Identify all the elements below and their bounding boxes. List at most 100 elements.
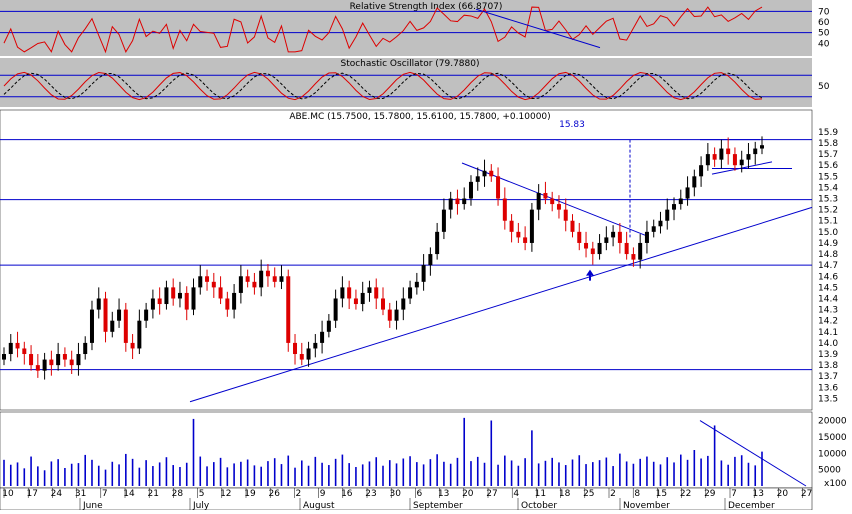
candle-body xyxy=(130,342,135,349)
x-day-label: 9 xyxy=(320,489,326,499)
x-day-label: 31 xyxy=(75,489,86,499)
candle-body xyxy=(631,254,636,260)
candle-body xyxy=(577,231,582,243)
x-day-label: 7 xyxy=(731,489,737,499)
price-layer: 15.915.815.715.615.515.4 15.315.215.115.0… xyxy=(0,128,838,404)
support-trendline xyxy=(189,206,813,403)
candle-body xyxy=(563,209,568,221)
price-tick-label: 15.6 xyxy=(818,161,838,171)
rsi-tick-label: 60 xyxy=(818,18,830,28)
x-month-label: August xyxy=(303,501,335,510)
candle-body xyxy=(218,287,223,299)
candle-body xyxy=(144,309,149,321)
candle-body xyxy=(177,292,182,299)
price-tick-label: 13.7 xyxy=(818,372,838,382)
price-tick-label: 15.9 xyxy=(818,128,838,138)
candle-body xyxy=(421,265,426,282)
price-tick-label: 14.9 xyxy=(818,239,838,249)
candle-body xyxy=(245,276,250,282)
candle-body xyxy=(225,298,230,310)
x-day-label: 16 xyxy=(341,489,353,499)
candle-body xyxy=(89,309,94,343)
candle-body xyxy=(232,292,237,310)
volume-panel xyxy=(0,411,813,489)
candle-body xyxy=(719,148,724,160)
candle-body xyxy=(414,281,419,288)
candle-body xyxy=(49,359,54,366)
candle-body xyxy=(468,181,473,199)
volume-layer: 20000 15000 10000 5000 x100 xyxy=(3,417,847,489)
x-day-label: 27 xyxy=(486,489,497,499)
x-day-label: 17 xyxy=(26,489,37,499)
candle-body xyxy=(360,292,365,305)
price-tick-label: 15.8 xyxy=(818,139,838,149)
candle-body xyxy=(184,292,189,310)
price-tick-label: 14.7 xyxy=(818,261,838,271)
candle-body xyxy=(435,231,440,255)
candle-body xyxy=(272,276,277,282)
rsi-title: Relative Strength Index (66.8707) xyxy=(350,2,503,12)
candle-body xyxy=(326,320,331,332)
x-day-label: 23 xyxy=(365,489,376,499)
x-day-label: 10 xyxy=(2,489,14,499)
candle-body xyxy=(448,198,453,210)
x-day-label: 18 xyxy=(559,489,571,499)
candle-body xyxy=(259,270,264,288)
x-day-label: 13 xyxy=(752,489,763,499)
rsi-line xyxy=(3,6,763,54)
candle-body xyxy=(732,154,737,166)
price-tick-label: 15.0 xyxy=(818,228,838,238)
candle-body xyxy=(536,192,541,210)
x-day-label: 2 xyxy=(296,489,302,499)
price-tick-label: 14.6 xyxy=(818,272,838,282)
price-tick-label: 14.2 xyxy=(818,317,838,327)
price-tick-label: 15.3 xyxy=(818,195,838,205)
candle-body xyxy=(22,348,27,355)
x-day-label: 19 xyxy=(244,489,256,499)
candle-body xyxy=(110,320,115,332)
volume-tick-label: 15000 xyxy=(818,433,847,443)
candle-body xyxy=(692,176,697,188)
x-day-label: 8 xyxy=(634,489,640,499)
candle-body xyxy=(678,198,683,205)
candle-body xyxy=(590,248,595,255)
price-tick-label: 15.1 xyxy=(818,217,838,227)
candle-body xyxy=(381,298,385,310)
x-day-label: 25 xyxy=(583,489,594,499)
candle-body xyxy=(353,298,358,305)
x-day-label: 6 xyxy=(417,489,423,499)
candle-body xyxy=(441,209,446,232)
candle-body xyxy=(150,298,155,310)
price-title: ABE.MC (15.7500, 15.7800, 15.6100, 15.78… xyxy=(289,112,550,122)
candle-body xyxy=(2,354,6,360)
candle-body xyxy=(556,204,561,210)
candle-body xyxy=(198,276,203,288)
candle-body xyxy=(265,270,270,277)
candle-body xyxy=(286,276,291,343)
price-marker-label: 15.83 xyxy=(559,120,585,130)
price-tick-label: 13.8 xyxy=(818,361,838,371)
candle-body xyxy=(293,342,298,355)
x-day-label: 20 xyxy=(462,489,474,499)
candle-body xyxy=(760,145,764,149)
x-day-label: 5 xyxy=(199,489,205,499)
candle-body xyxy=(739,159,744,166)
x-day-label: 4 xyxy=(513,489,519,499)
candle-body xyxy=(644,231,649,243)
x-day-label: 21 xyxy=(147,489,158,499)
price-tick-label: 14.0 xyxy=(818,339,838,349)
stoch-d-line xyxy=(3,72,763,100)
x-day-label: 27 xyxy=(801,489,812,499)
candle-body xyxy=(137,320,142,349)
candle-body xyxy=(313,342,318,349)
candle-body xyxy=(408,287,413,299)
rsi-tick-label: 40 xyxy=(818,39,830,49)
stoch-k-line xyxy=(3,71,763,101)
candle-body xyxy=(672,204,677,210)
candle-body xyxy=(320,331,325,343)
rsi-panel xyxy=(0,0,812,56)
candle-body xyxy=(685,187,690,199)
x-day-label: 29 xyxy=(704,489,716,499)
